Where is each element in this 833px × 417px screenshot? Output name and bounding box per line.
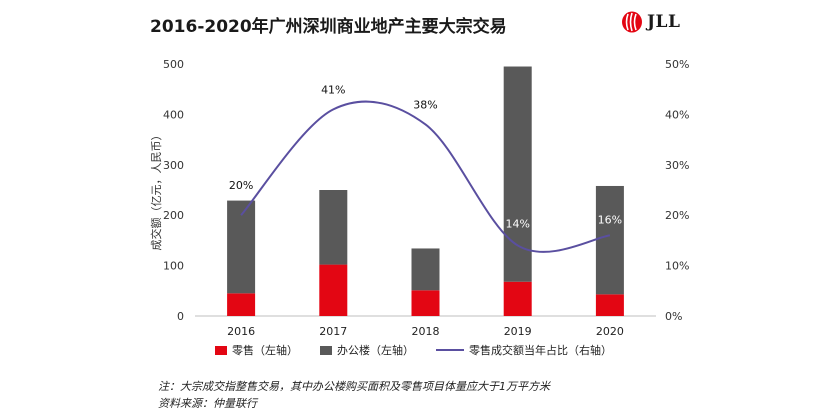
bar-office (595, 185, 624, 295)
chart-legend: 零售（左轴） 办公楼（左轴） 零售成交额当年占比（右轴） (215, 342, 634, 358)
line-retail-share (240, 100, 611, 253)
chart-area: 0 100 200 300 400 500 0% 10% 20% 30% 40% 50% 2016 201… (149, 58, 689, 338)
jll-logo-icon (622, 11, 642, 33)
bar-office (319, 190, 348, 265)
legend-swatch-retail (215, 345, 227, 355)
y-tick-right: 0% (665, 310, 682, 323)
legend-swatch-office (320, 345, 332, 355)
x-tick-label: 2020 (596, 325, 624, 338)
x-tick-label: 2017 (319, 325, 347, 338)
y-tick-left: 200 (163, 209, 184, 222)
legend-item-share: 零售成交额当年占比（右轴） (436, 342, 612, 358)
y-tick-right: 30% (665, 159, 689, 172)
x-tick-label: 2016 (227, 325, 255, 338)
y-tick-left: 400 (163, 108, 184, 121)
bar-retail (227, 293, 256, 316)
legend-item-retail: 零售（左轴） (215, 342, 298, 358)
bar-retail (319, 264, 348, 316)
y-tick-right: 20% (665, 209, 689, 222)
source-text: 资料来源：仲量联行 (158, 397, 257, 410)
data-label: 38% (413, 98, 437, 111)
bar-retail (411, 290, 440, 316)
y-tick-right: 40% (665, 108, 689, 121)
bar-retail (595, 294, 624, 316)
jll-logo: JLL (621, 11, 680, 33)
chart-notes: 注：大宗成交指整售交易，其中办公楼购买面积及零售项目体量应大于1万平方米 资料来… (158, 378, 550, 412)
chart-axes: 0 100 200 300 400 500 0% 10% 20% 30% 40% 50% 2016 201… (149, 58, 689, 338)
legend-label-share: 零售成交额当年占比（右轴） (469, 344, 612, 357)
x-tick-label: 2019 (504, 325, 532, 338)
data-label: 16% (598, 213, 622, 226)
y-tick-left: 500 (163, 58, 184, 71)
legend-item-office: 办公楼（左轴） (320, 342, 414, 358)
y-tick-right: 50% (665, 58, 689, 71)
y-axis-title: 成交额（亿元，人民币） (149, 130, 163, 251)
logo-text: JLL (647, 12, 681, 32)
data-label: 41% (321, 83, 345, 96)
x-tick-label: 2018 (412, 325, 440, 338)
bar-office (227, 200, 256, 294)
y-tick-left: 300 (163, 159, 184, 172)
note-text: 注：大宗成交指整售交易，其中办公楼购买面积及零售项目体量应大于1万平方米 (158, 380, 550, 393)
chart-line-series (240, 100, 611, 253)
data-label: 20% (229, 179, 253, 192)
chart-data-labels: 20% 41% 38% 14% 16% (229, 83, 622, 230)
legend-label-retail: 零售（左轴） (232, 344, 298, 357)
legend-swatch-share (436, 349, 464, 351)
y-tick-left: 100 (163, 260, 184, 273)
bar-retail (503, 281, 532, 316)
y-tick-left: 0 (177, 310, 184, 323)
data-label: 14% (505, 217, 529, 230)
chart-bars (227, 66, 624, 316)
legend-label-office: 办公楼（左轴） (337, 344, 414, 357)
bar-office (411, 248, 440, 291)
y-tick-right: 10% (665, 260, 689, 273)
chart-title: 2016-2020年广州深圳商业地产主要大宗交易 (150, 17, 507, 37)
